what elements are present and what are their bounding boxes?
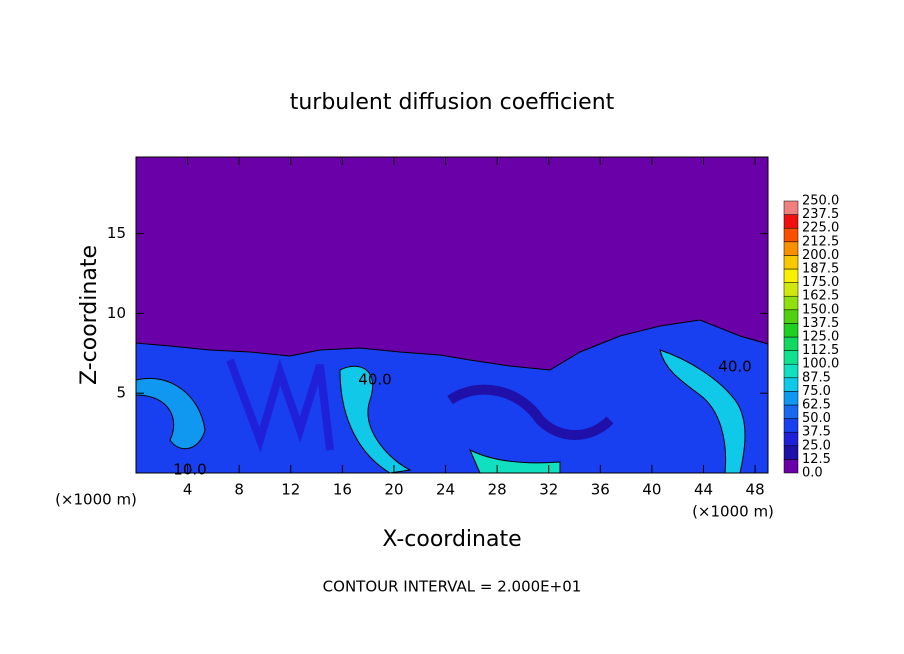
colorbar-label: 237.5 — [802, 207, 839, 222]
x-axis-label: X-coordinate — [382, 527, 521, 552]
x-tick-label: 20 — [384, 481, 403, 499]
colorbar-segment — [783, 418, 799, 433]
colorbar-segment — [783, 336, 799, 351]
field-region — [468, 448, 561, 474]
y-unit: (×1000 m) — [55, 491, 137, 509]
colorbar-label: 100.0 — [802, 357, 839, 372]
x-tick-label: 48 — [746, 481, 765, 499]
x-tick-label: 28 — [488, 481, 507, 499]
colorbar-label: 50.0 — [802, 411, 831, 426]
colorbar-label: 12.5 — [802, 452, 831, 467]
plot-frame — [135, 156, 769, 474]
contour-label: 10.0 — [173, 461, 206, 479]
field-region — [339, 365, 412, 474]
colorbar-label: 37.5 — [802, 425, 831, 440]
field-region — [135, 378, 206, 450]
colorbar-segment — [783, 255, 799, 270]
colorbar-segment — [783, 350, 799, 365]
y-tick-label: 15 — [107, 224, 126, 242]
colorbar-label: 0.0 — [802, 466, 823, 481]
colorbar-segment — [783, 268, 799, 283]
colorbar-segment — [783, 431, 799, 447]
colorbar-segment — [783, 309, 799, 324]
colorbar-label: 175.0 — [802, 275, 839, 290]
x-tick-label: 4 — [183, 481, 193, 499]
colorbar-label: 62.5 — [802, 398, 831, 413]
colorbar-segment — [783, 445, 799, 460]
y-axis-label: Z-coordinate — [77, 245, 102, 385]
contour-label: 40.0 — [718, 358, 751, 376]
field-region — [447, 384, 614, 440]
chart-title: turbulent diffusion coefficient — [290, 90, 615, 115]
colorbar-segment — [783, 404, 799, 419]
colorbar-segment — [783, 282, 799, 297]
x-unit: (×1000 m) — [692, 503, 774, 521]
colorbar-label: 87.5 — [802, 370, 831, 385]
x-tick-label: 16 — [333, 481, 352, 499]
colorbar-label: 112.5 — [802, 343, 839, 358]
colorbar-label: 212.5 — [802, 234, 839, 249]
colorbar-segment — [783, 363, 799, 379]
x-tick-label: 36 — [591, 481, 610, 499]
x-tick-label: 40 — [642, 481, 661, 499]
colorbar-label: 25.0 — [802, 438, 831, 453]
x-tick-label: 12 — [281, 481, 300, 499]
colorbar-segment — [783, 227, 799, 243]
field-region — [226, 358, 334, 453]
colorbar-segment — [783, 295, 799, 311]
field — [135, 156, 769, 474]
colorbar-label: 250.0 — [802, 194, 839, 209]
colorbar-segment — [783, 241, 799, 256]
colorbar-segment — [783, 323, 799, 338]
contour-label: 40.0 — [358, 371, 391, 389]
colorbar-segment — [783, 214, 799, 229]
colorbar-label: 137.5 — [802, 316, 839, 331]
colorbar-label: 187.5 — [802, 262, 839, 277]
x-tick-label: 24 — [436, 481, 455, 499]
colorbar-label: 75.0 — [802, 384, 831, 399]
colorbar-label: 125.0 — [802, 330, 839, 345]
colorbar-label: 150.0 — [802, 302, 839, 317]
y-tick-label: 5 — [116, 384, 126, 402]
colorbar-segment — [783, 377, 799, 392]
colorbar-segment — [783, 391, 799, 406]
x-tick-label: 44 — [694, 481, 713, 499]
colorbar-label: 200.0 — [802, 248, 839, 263]
colorbar-label: 225.0 — [802, 221, 839, 236]
x-tick-label: 32 — [539, 481, 558, 499]
y-tick-label: 10 — [107, 304, 126, 322]
x-tick-label: 8 — [234, 481, 244, 499]
colorbar-label: 162.5 — [802, 289, 839, 304]
footer: CONTOUR INTERVAL = 2.000E+01 — [323, 578, 582, 596]
colorbar-segment — [783, 200, 799, 215]
colorbar-segment — [783, 459, 799, 474]
